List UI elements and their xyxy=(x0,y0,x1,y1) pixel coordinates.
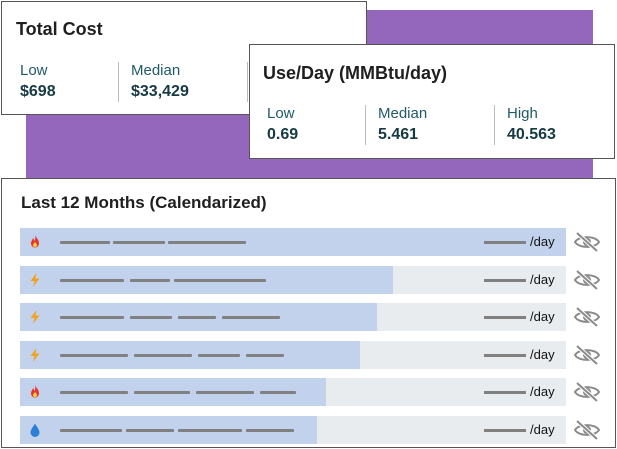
redacted-text-placeholder xyxy=(168,241,246,244)
eye-off-icon[interactable] xyxy=(573,345,601,365)
lightning-icon xyxy=(27,347,43,363)
total-cost-median-value: $33,429 xyxy=(131,83,189,100)
redacted-value-placeholder xyxy=(484,241,526,244)
eye-off-icon[interactable] xyxy=(573,382,601,402)
use-per-day-low-value: 0.69 xyxy=(267,126,299,143)
unit-label: /day xyxy=(530,347,555,362)
redacted-text-placeholder xyxy=(126,429,174,432)
use-per-day-median-label: Median xyxy=(378,105,428,122)
eye-off-icon[interactable] xyxy=(573,232,601,252)
usage-row: /day xyxy=(20,416,566,444)
eye-off-icon[interactable] xyxy=(573,307,601,327)
flame-icon xyxy=(27,384,43,400)
redacted-text-placeholder xyxy=(134,391,190,394)
redacted-text-placeholder xyxy=(60,316,124,319)
usage-row: /day xyxy=(20,303,566,331)
unit-label: /day xyxy=(530,384,555,399)
lightning-icon xyxy=(27,309,43,325)
flame-icon xyxy=(27,234,43,250)
use-per-day-median-value: 5.461 xyxy=(378,126,419,143)
redacted-value-placeholder xyxy=(484,354,526,357)
use-per-day-low-label: Low xyxy=(267,105,295,122)
redacted-value-placeholder xyxy=(484,279,526,282)
use-per-day-high-value: 40.563 xyxy=(507,126,556,143)
eye-off-icon[interactable] xyxy=(573,270,601,290)
eye-off-icon[interactable] xyxy=(573,420,601,440)
divider xyxy=(494,105,495,145)
redacted-text-placeholder xyxy=(178,429,242,432)
usage-row: /day xyxy=(20,341,566,369)
redacted-text-placeholder xyxy=(130,316,172,319)
redacted-text-placeholder xyxy=(60,429,122,432)
unit-label: /day xyxy=(530,309,555,324)
redacted-text-placeholder xyxy=(113,241,165,244)
redacted-text-placeholder xyxy=(134,354,192,357)
divider xyxy=(247,62,248,102)
unit-label: /day xyxy=(530,234,555,249)
use-per-day-title: Use/Day (MMBtu/day) xyxy=(263,63,448,83)
divider xyxy=(365,105,366,145)
total-cost-low-value: $698 xyxy=(20,83,56,100)
redacted-text-placeholder xyxy=(246,429,294,432)
redacted-text-placeholder xyxy=(60,391,128,394)
use-per-day-high-label: High xyxy=(507,105,538,122)
usage-fill-bar xyxy=(20,228,566,256)
redacted-text-placeholder xyxy=(60,241,110,244)
redacted-text-placeholder xyxy=(60,354,128,357)
total-cost-low-label: Low xyxy=(20,62,48,79)
redacted-text-placeholder xyxy=(260,391,296,394)
redacted-value-placeholder xyxy=(484,391,526,394)
usage-row: /day xyxy=(20,228,566,256)
total-cost-median-label: Median xyxy=(131,62,181,79)
redacted-text-placeholder xyxy=(246,354,284,357)
water-drop-icon xyxy=(27,422,43,438)
last-12-months-title: Last 12 Months (Calendarized) xyxy=(21,193,267,212)
redacted-text-placeholder xyxy=(198,354,240,357)
redacted-value-placeholder xyxy=(484,316,526,319)
unit-label: /day xyxy=(530,272,555,287)
use-per-day-card: Use/Day (MMBtu/day) Low 0.69 Median 5.46… xyxy=(249,44,615,159)
redacted-value-placeholder xyxy=(484,429,526,432)
unit-label: /day xyxy=(530,422,555,437)
lightning-icon xyxy=(27,272,43,288)
divider xyxy=(118,62,119,102)
redacted-text-placeholder xyxy=(178,316,216,319)
redacted-text-placeholder xyxy=(130,279,170,282)
total-cost-title: Total Cost xyxy=(16,19,103,39)
usage-row: /day xyxy=(20,378,566,406)
redacted-text-placeholder xyxy=(196,391,254,394)
last-12-months-card: Last 12 Months (Calendarized) /day/day/d… xyxy=(1,178,616,448)
redacted-text-placeholder xyxy=(222,316,280,319)
usage-row: /day xyxy=(20,266,566,294)
redacted-text-placeholder xyxy=(60,279,124,282)
redacted-text-placeholder xyxy=(174,279,266,282)
